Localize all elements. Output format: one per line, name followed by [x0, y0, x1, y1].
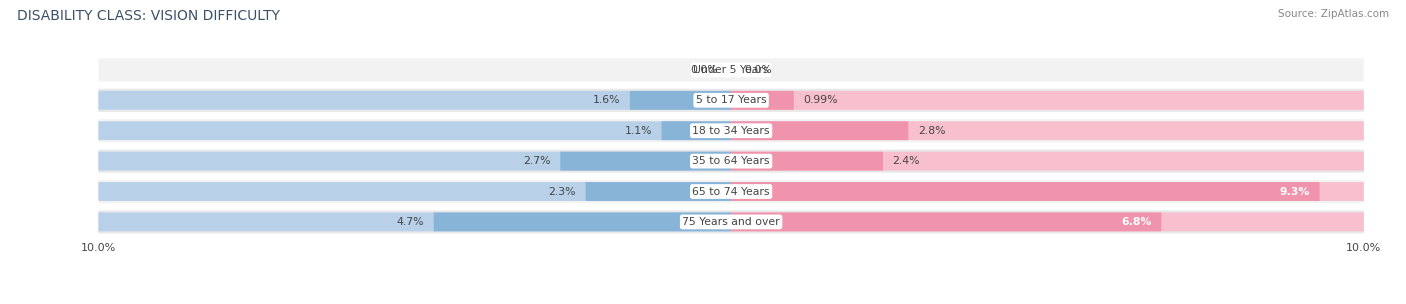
Text: 65 to 74 Years: 65 to 74 Years [692, 187, 770, 196]
FancyBboxPatch shape [98, 180, 1364, 203]
Text: 2.8%: 2.8% [918, 126, 945, 136]
FancyBboxPatch shape [98, 150, 1364, 173]
FancyBboxPatch shape [585, 182, 731, 201]
Text: 2.4%: 2.4% [893, 156, 920, 166]
FancyBboxPatch shape [98, 89, 1364, 112]
FancyBboxPatch shape [731, 212, 1161, 231]
Text: 18 to 34 Years: 18 to 34 Years [692, 126, 770, 136]
Text: 2.7%: 2.7% [523, 156, 551, 166]
FancyBboxPatch shape [731, 212, 1364, 231]
FancyBboxPatch shape [630, 91, 731, 110]
FancyBboxPatch shape [98, 210, 1364, 233]
FancyBboxPatch shape [98, 119, 1364, 142]
FancyBboxPatch shape [731, 121, 908, 140]
Text: 1.1%: 1.1% [624, 126, 652, 136]
FancyBboxPatch shape [560, 152, 731, 171]
Text: 9.3%: 9.3% [1279, 187, 1310, 196]
FancyBboxPatch shape [98, 58, 1364, 81]
Text: 1.6%: 1.6% [593, 95, 620, 105]
FancyBboxPatch shape [731, 152, 1364, 171]
Text: Source: ZipAtlas.com: Source: ZipAtlas.com [1278, 9, 1389, 19]
FancyBboxPatch shape [731, 152, 883, 171]
Text: 0.0%: 0.0% [744, 65, 772, 75]
Text: 75 Years and over: 75 Years and over [682, 217, 780, 227]
FancyBboxPatch shape [98, 212, 731, 231]
FancyBboxPatch shape [731, 182, 1364, 201]
Text: 2.3%: 2.3% [548, 187, 576, 196]
FancyBboxPatch shape [98, 91, 731, 110]
FancyBboxPatch shape [661, 121, 731, 140]
Text: 0.99%: 0.99% [803, 95, 838, 105]
FancyBboxPatch shape [98, 121, 731, 140]
FancyBboxPatch shape [433, 212, 731, 231]
Text: DISABILITY CLASS: VISION DIFFICULTY: DISABILITY CLASS: VISION DIFFICULTY [17, 9, 280, 23]
FancyBboxPatch shape [731, 121, 1364, 140]
Text: 4.7%: 4.7% [396, 217, 425, 227]
Text: 0.0%: 0.0% [690, 65, 718, 75]
FancyBboxPatch shape [98, 152, 731, 171]
FancyBboxPatch shape [731, 91, 794, 110]
Text: 35 to 64 Years: 35 to 64 Years [692, 156, 770, 166]
FancyBboxPatch shape [731, 91, 1364, 110]
Text: 5 to 17 Years: 5 to 17 Years [696, 95, 766, 105]
Text: Under 5 Years: Under 5 Years [693, 65, 769, 75]
Text: 6.8%: 6.8% [1122, 217, 1152, 227]
FancyBboxPatch shape [98, 182, 731, 201]
FancyBboxPatch shape [731, 182, 1319, 201]
